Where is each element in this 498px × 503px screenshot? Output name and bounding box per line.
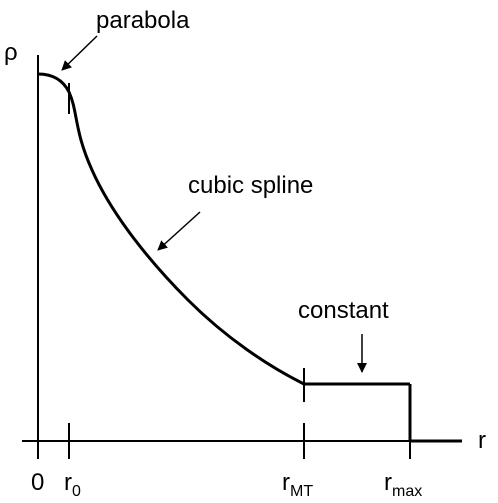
cubic-spline-arrow bbox=[157, 211, 201, 251]
tick-label-r0: r0 bbox=[64, 469, 81, 500]
tick-label-rmax: rmax bbox=[384, 469, 422, 500]
parabola-arrow bbox=[61, 35, 98, 71]
y-axis-label: ρ bbox=[4, 39, 18, 66]
cubic-spline-curve bbox=[67, 91, 305, 386]
tick-label-rMT: rMT bbox=[282, 469, 313, 500]
constant-label: constant bbox=[298, 297, 389, 324]
parabola-curve bbox=[37, 72, 71, 93]
x-axis-label: r bbox=[478, 427, 486, 454]
tick-label-zero: 0 bbox=[31, 469, 44, 496]
parabola-label: parabola bbox=[96, 7, 190, 34]
cubic-spline-label: cubic spline bbox=[188, 172, 313, 199]
